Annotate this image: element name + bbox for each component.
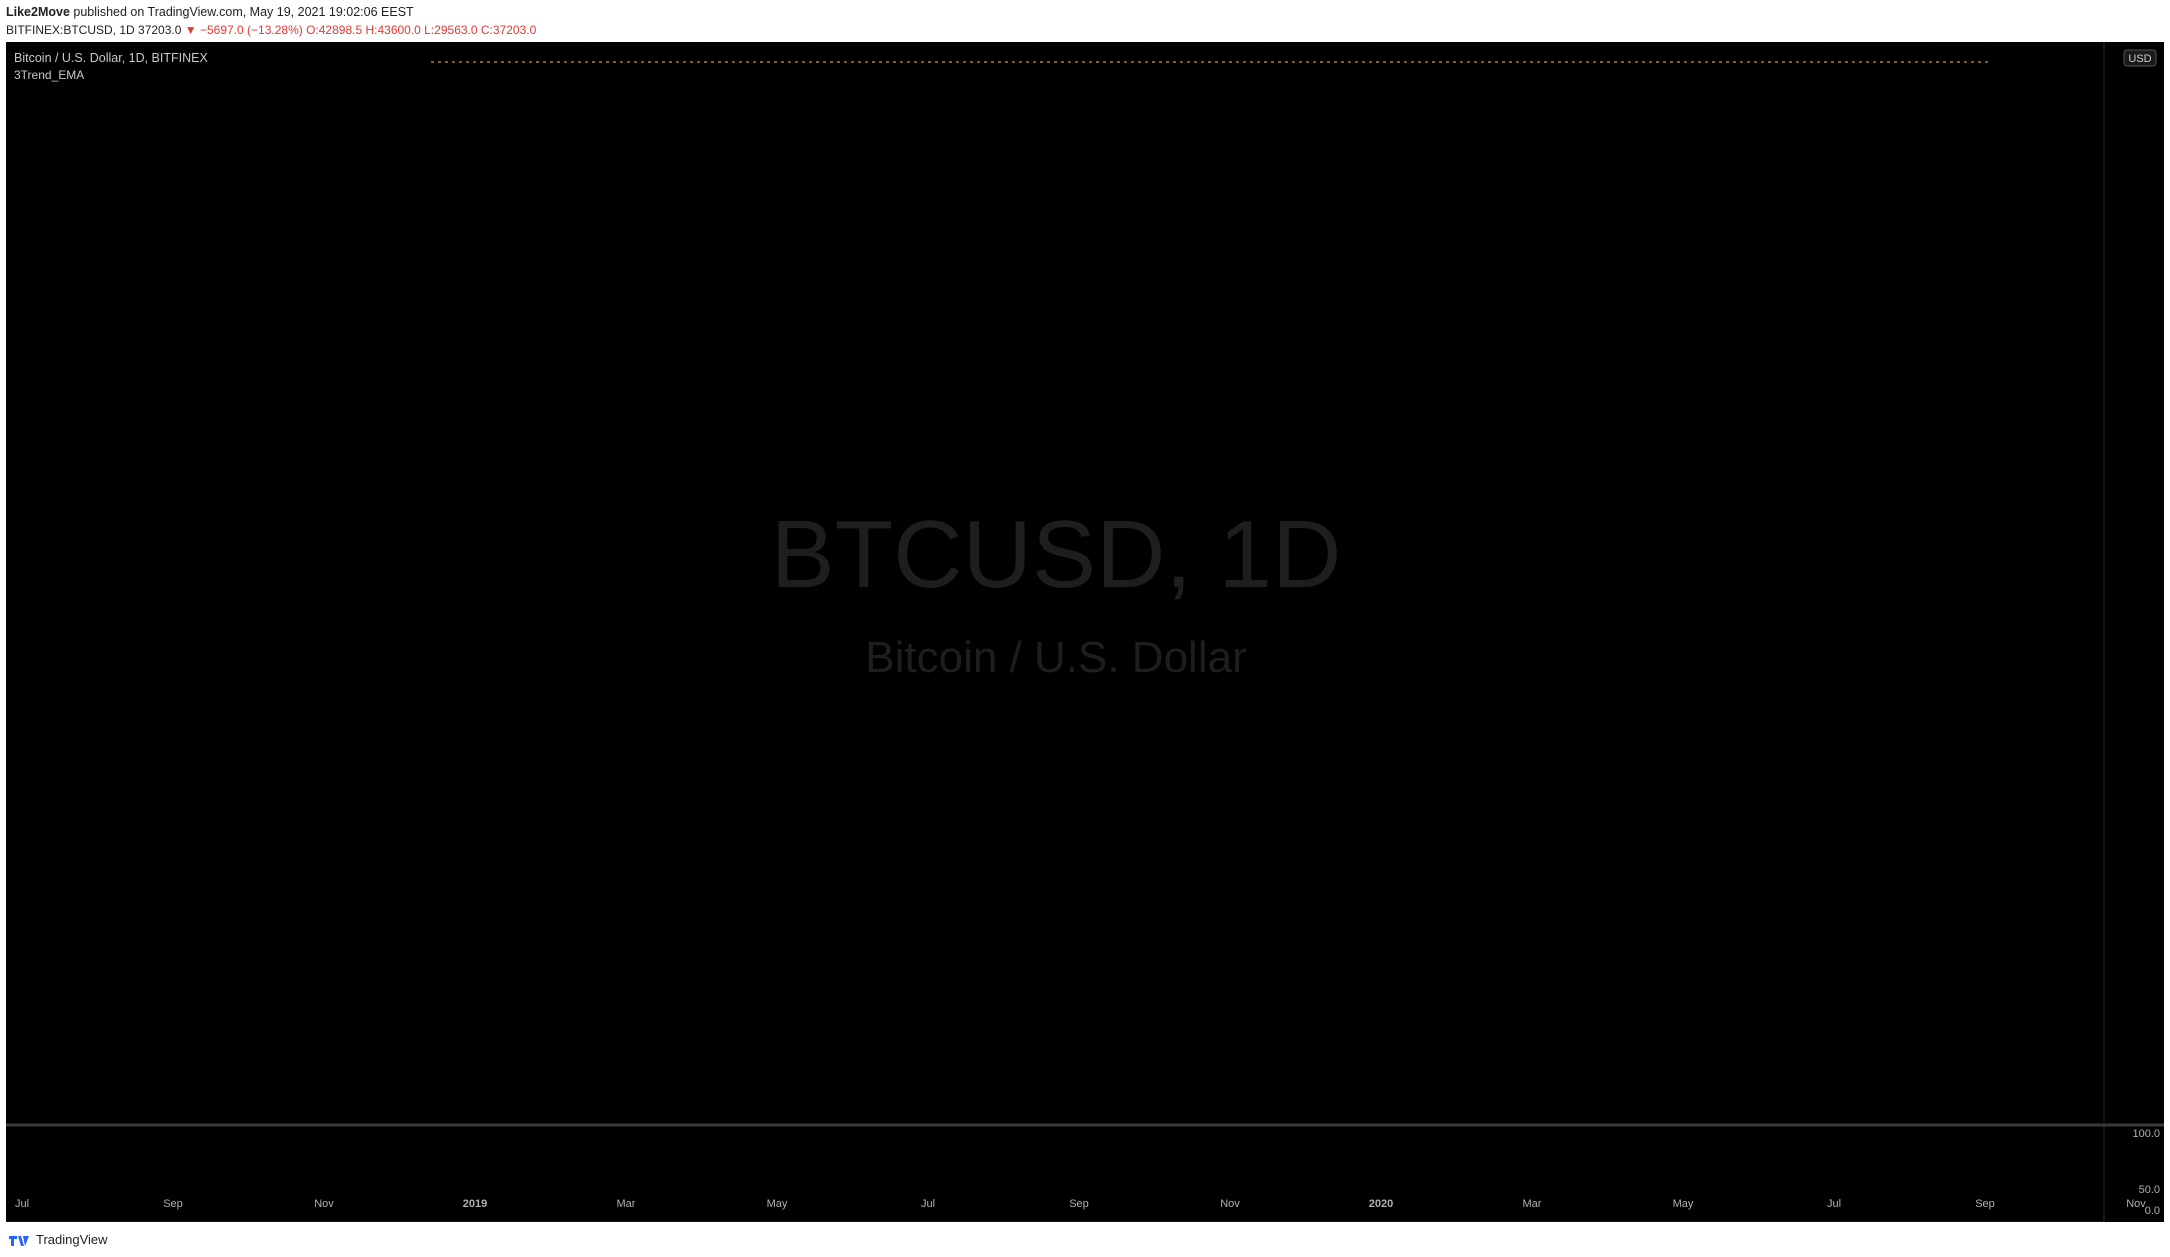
chart-background [6,42,2164,1222]
tradingview-logo-icon [9,1236,29,1246]
x-tick-label: Nov [2126,1198,2146,1210]
x-tick-label: Mar [617,1198,636,1210]
down-arrow-icon: ▼ [184,23,197,37]
tradingview-brand: TradingView [36,1231,108,1247]
x-tick-label: Sep [163,1198,183,1210]
x-tick-label: May [767,1198,788,1210]
x-tick-label: May [1673,1198,1694,1210]
publish-header: Like2Move published on TradingView.com, … [0,0,2170,42]
x-tick-label: Sep [1975,1198,1995,1210]
x-tick-label: Mar [1523,1198,1542,1210]
last-price: 37203.0 [138,23,182,37]
x-tick-label: 2020 [1369,1198,1393,1210]
oscillator-tick-label: 100.0 [2132,1128,2160,1140]
watermark-name: Bitcoin / U.S. Dollar [865,633,1246,682]
currency-badge[interactable] [2123,49,2157,67]
x-tick-label: 2019 [463,1198,487,1210]
oscillator-tick-label: 0.0 [2145,1205,2160,1217]
x-tick-label: Jul [15,1198,29,1210]
currency-label: USD [2128,53,2151,65]
x-tick-label: Nov [1220,1198,1240,1210]
change-text: −5697.0 (−13.28%) [200,23,303,37]
symbol-line: BITFINEX:BTCUSD, 1D [6,23,135,37]
oscillator-tick-label: 50.0 [2139,1184,2160,1196]
published-text: published on TradingView.com, May 19, 20… [73,5,414,19]
footer-bar: TradingView [0,1222,2170,1257]
watermark-symbol: BTCUSD, 1D [771,501,1342,608]
chart-legend-title: Bitcoin / U.S. Dollar, 1D, BITFINEX [14,51,208,65]
indicator-legend[interactable]: 3Trend_EMA [14,68,84,82]
x-tick-label: Jul [921,1198,935,1210]
ohlc-text: O:42898.5 H:43600.0 L:29563.0 C:37203.0 [306,23,537,37]
x-tick-label: Jul [1827,1198,1841,1210]
x-tick-label: Sep [1069,1198,1089,1210]
tradingview-brand-link[interactable]: TradingView [8,1231,108,1247]
publisher-name[interactable]: Like2Move [6,5,70,19]
x-tick-label: Nov [314,1198,334,1210]
